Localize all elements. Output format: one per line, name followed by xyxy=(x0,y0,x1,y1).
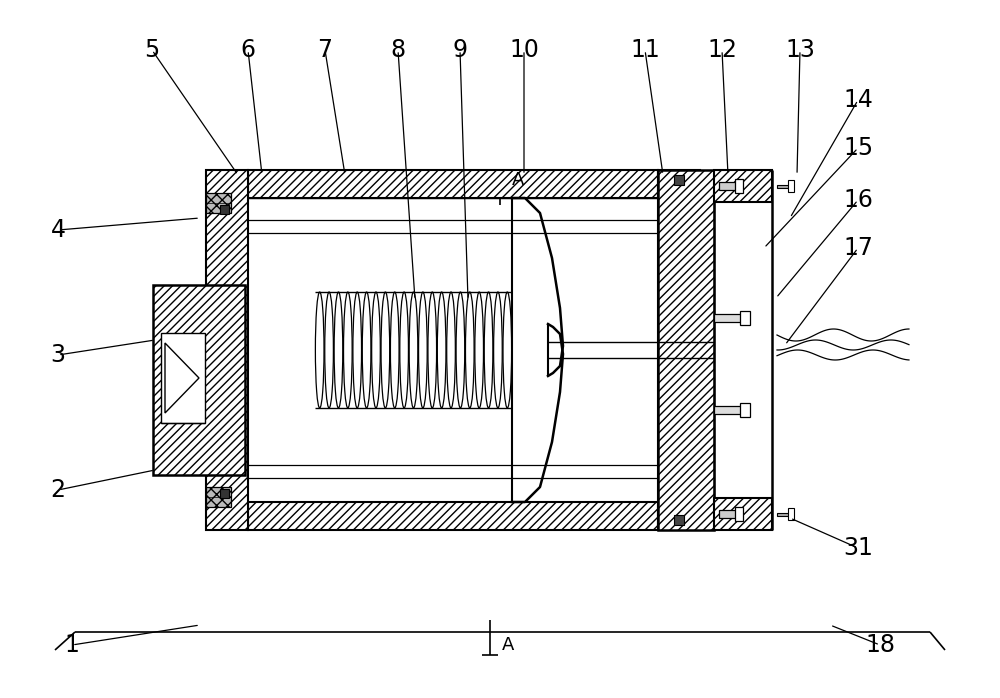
Text: 6: 6 xyxy=(240,38,256,62)
Text: 13: 13 xyxy=(785,38,815,62)
Bar xyxy=(206,193,231,213)
Text: 12: 12 xyxy=(707,38,737,62)
Text: 17: 17 xyxy=(843,236,873,260)
Bar xyxy=(153,285,245,475)
Text: 18: 18 xyxy=(865,633,895,657)
Bar xyxy=(777,184,793,188)
Text: 5: 5 xyxy=(144,38,160,62)
Text: 31: 31 xyxy=(843,536,873,560)
Bar xyxy=(206,487,231,507)
Bar xyxy=(740,403,750,417)
Bar xyxy=(674,515,684,525)
Bar xyxy=(220,205,229,214)
Bar xyxy=(206,170,248,530)
Polygon shape xyxy=(165,343,199,413)
Bar xyxy=(674,175,684,185)
Bar xyxy=(777,512,793,516)
Bar xyxy=(220,489,229,498)
Text: 10: 10 xyxy=(509,38,539,62)
Bar xyxy=(719,510,737,518)
Bar xyxy=(714,170,772,202)
Bar xyxy=(719,182,737,190)
Bar xyxy=(161,333,205,423)
Text: 1: 1 xyxy=(65,633,79,657)
Bar xyxy=(658,170,714,530)
Text: 7: 7 xyxy=(318,38,332,62)
Text: 9: 9 xyxy=(452,38,468,62)
Bar xyxy=(248,170,658,198)
Text: 16: 16 xyxy=(843,188,873,212)
Bar xyxy=(714,314,742,322)
Bar xyxy=(248,502,658,530)
Text: A: A xyxy=(512,171,524,189)
Text: A: A xyxy=(502,636,514,654)
Text: 3: 3 xyxy=(50,343,66,367)
Bar xyxy=(714,498,772,530)
Bar xyxy=(735,507,743,521)
Text: 2: 2 xyxy=(50,478,66,502)
Text: 8: 8 xyxy=(390,38,406,62)
Bar xyxy=(788,180,794,192)
Text: 11: 11 xyxy=(630,38,660,62)
Text: 14: 14 xyxy=(843,88,873,112)
Text: 4: 4 xyxy=(50,218,66,242)
Text: 15: 15 xyxy=(843,136,873,160)
Bar xyxy=(735,179,743,193)
Bar xyxy=(658,170,700,530)
Bar xyxy=(714,406,742,414)
Bar xyxy=(788,508,794,520)
Bar xyxy=(740,311,750,325)
